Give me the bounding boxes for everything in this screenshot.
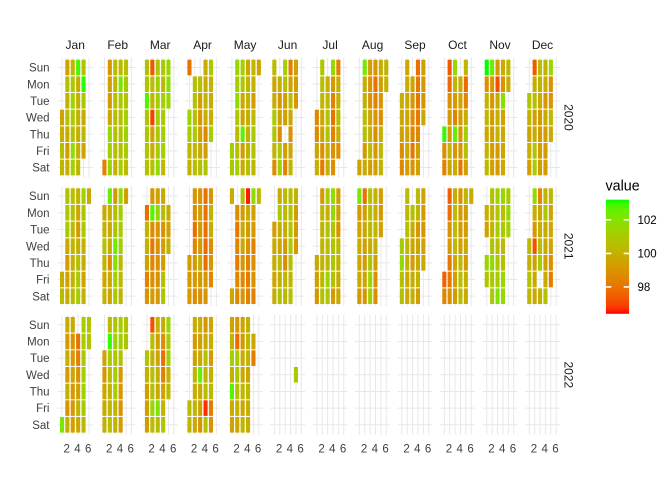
svg-text:4: 4 (372, 443, 379, 455)
svg-text:4: 4 (499, 443, 506, 455)
svg-text:Wed: Wed (26, 241, 49, 253)
svg-text:4: 4 (457, 443, 464, 455)
svg-text:4: 4 (414, 443, 421, 455)
svg-text:Mon: Mon (27, 337, 49, 349)
svg-text:4: 4 (159, 443, 166, 455)
svg-text:2022: 2022 (562, 361, 576, 388)
svg-text:6: 6 (467, 443, 473, 455)
svg-text:Fri: Fri (36, 146, 49, 158)
svg-text:Tue: Tue (30, 225, 49, 237)
svg-text:2: 2 (531, 443, 537, 455)
svg-text:Fri: Fri (36, 403, 49, 415)
svg-text:Sun: Sun (29, 63, 49, 75)
svg-text:6: 6 (255, 443, 261, 455)
svg-text:2: 2 (318, 443, 324, 455)
svg-text:Jul: Jul (322, 38, 337, 52)
svg-text:Oct: Oct (448, 38, 467, 52)
svg-text:4: 4 (287, 443, 294, 455)
svg-text:2: 2 (488, 443, 494, 455)
svg-text:Wed: Wed (26, 113, 49, 125)
svg-text:Sun: Sun (29, 320, 49, 332)
svg-text:2: 2 (446, 443, 452, 455)
svg-text:102: 102 (638, 215, 657, 227)
svg-text:6: 6 (297, 443, 303, 455)
svg-text:Sun: Sun (29, 191, 49, 203)
svg-text:Aug: Aug (362, 38, 383, 52)
svg-text:6: 6 (425, 443, 431, 455)
svg-text:4: 4 (74, 443, 81, 455)
svg-text:2: 2 (403, 443, 409, 455)
svg-text:Tue: Tue (30, 96, 49, 108)
svg-text:value: value (606, 179, 640, 195)
svg-text:2021: 2021 (562, 233, 576, 260)
svg-text:2: 2 (148, 443, 154, 455)
svg-text:Sat: Sat (32, 291, 50, 303)
svg-text:2: 2 (191, 443, 197, 455)
svg-text:4: 4 (202, 443, 209, 455)
svg-text:Thu: Thu (30, 387, 50, 399)
svg-text:6: 6 (212, 443, 218, 455)
svg-text:Nov: Nov (489, 38, 510, 52)
svg-text:2: 2 (276, 443, 282, 455)
svg-text:Thu: Thu (30, 129, 50, 141)
svg-text:100: 100 (638, 249, 657, 261)
svg-text:Thu: Thu (30, 258, 50, 270)
svg-text:6: 6 (127, 443, 133, 455)
svg-text:6: 6 (552, 443, 558, 455)
svg-text:6: 6 (340, 443, 346, 455)
svg-text:Mon: Mon (27, 79, 49, 91)
svg-text:6: 6 (170, 443, 176, 455)
svg-text:2: 2 (63, 443, 69, 455)
svg-text:6: 6 (382, 443, 388, 455)
svg-text:2020: 2020 (562, 104, 576, 131)
svg-text:Jun: Jun (278, 38, 297, 52)
svg-text:6: 6 (510, 443, 516, 455)
svg-text:Apr: Apr (193, 38, 212, 52)
svg-text:Sep: Sep (404, 38, 426, 52)
svg-text:Jan: Jan (66, 38, 85, 52)
svg-text:Feb: Feb (107, 38, 128, 52)
svg-text:Fri: Fri (36, 275, 49, 287)
svg-text:Tue: Tue (30, 353, 49, 365)
svg-text:4: 4 (117, 443, 124, 455)
svg-text:2: 2 (361, 443, 367, 455)
svg-text:Sat: Sat (32, 163, 50, 175)
svg-text:Sat: Sat (32, 420, 50, 432)
svg-text:98: 98 (638, 282, 651, 294)
svg-text:4: 4 (329, 443, 336, 455)
svg-text:4: 4 (244, 443, 251, 455)
svg-text:May: May (234, 38, 257, 52)
svg-text:Wed: Wed (26, 370, 49, 382)
svg-text:Mon: Mon (27, 208, 49, 220)
svg-text:2: 2 (233, 443, 239, 455)
svg-text:Dec: Dec (532, 38, 553, 52)
svg-text:2: 2 (106, 443, 112, 455)
svg-text:Mar: Mar (150, 38, 171, 52)
svg-text:6: 6 (85, 443, 91, 455)
svg-text:4: 4 (542, 443, 549, 455)
